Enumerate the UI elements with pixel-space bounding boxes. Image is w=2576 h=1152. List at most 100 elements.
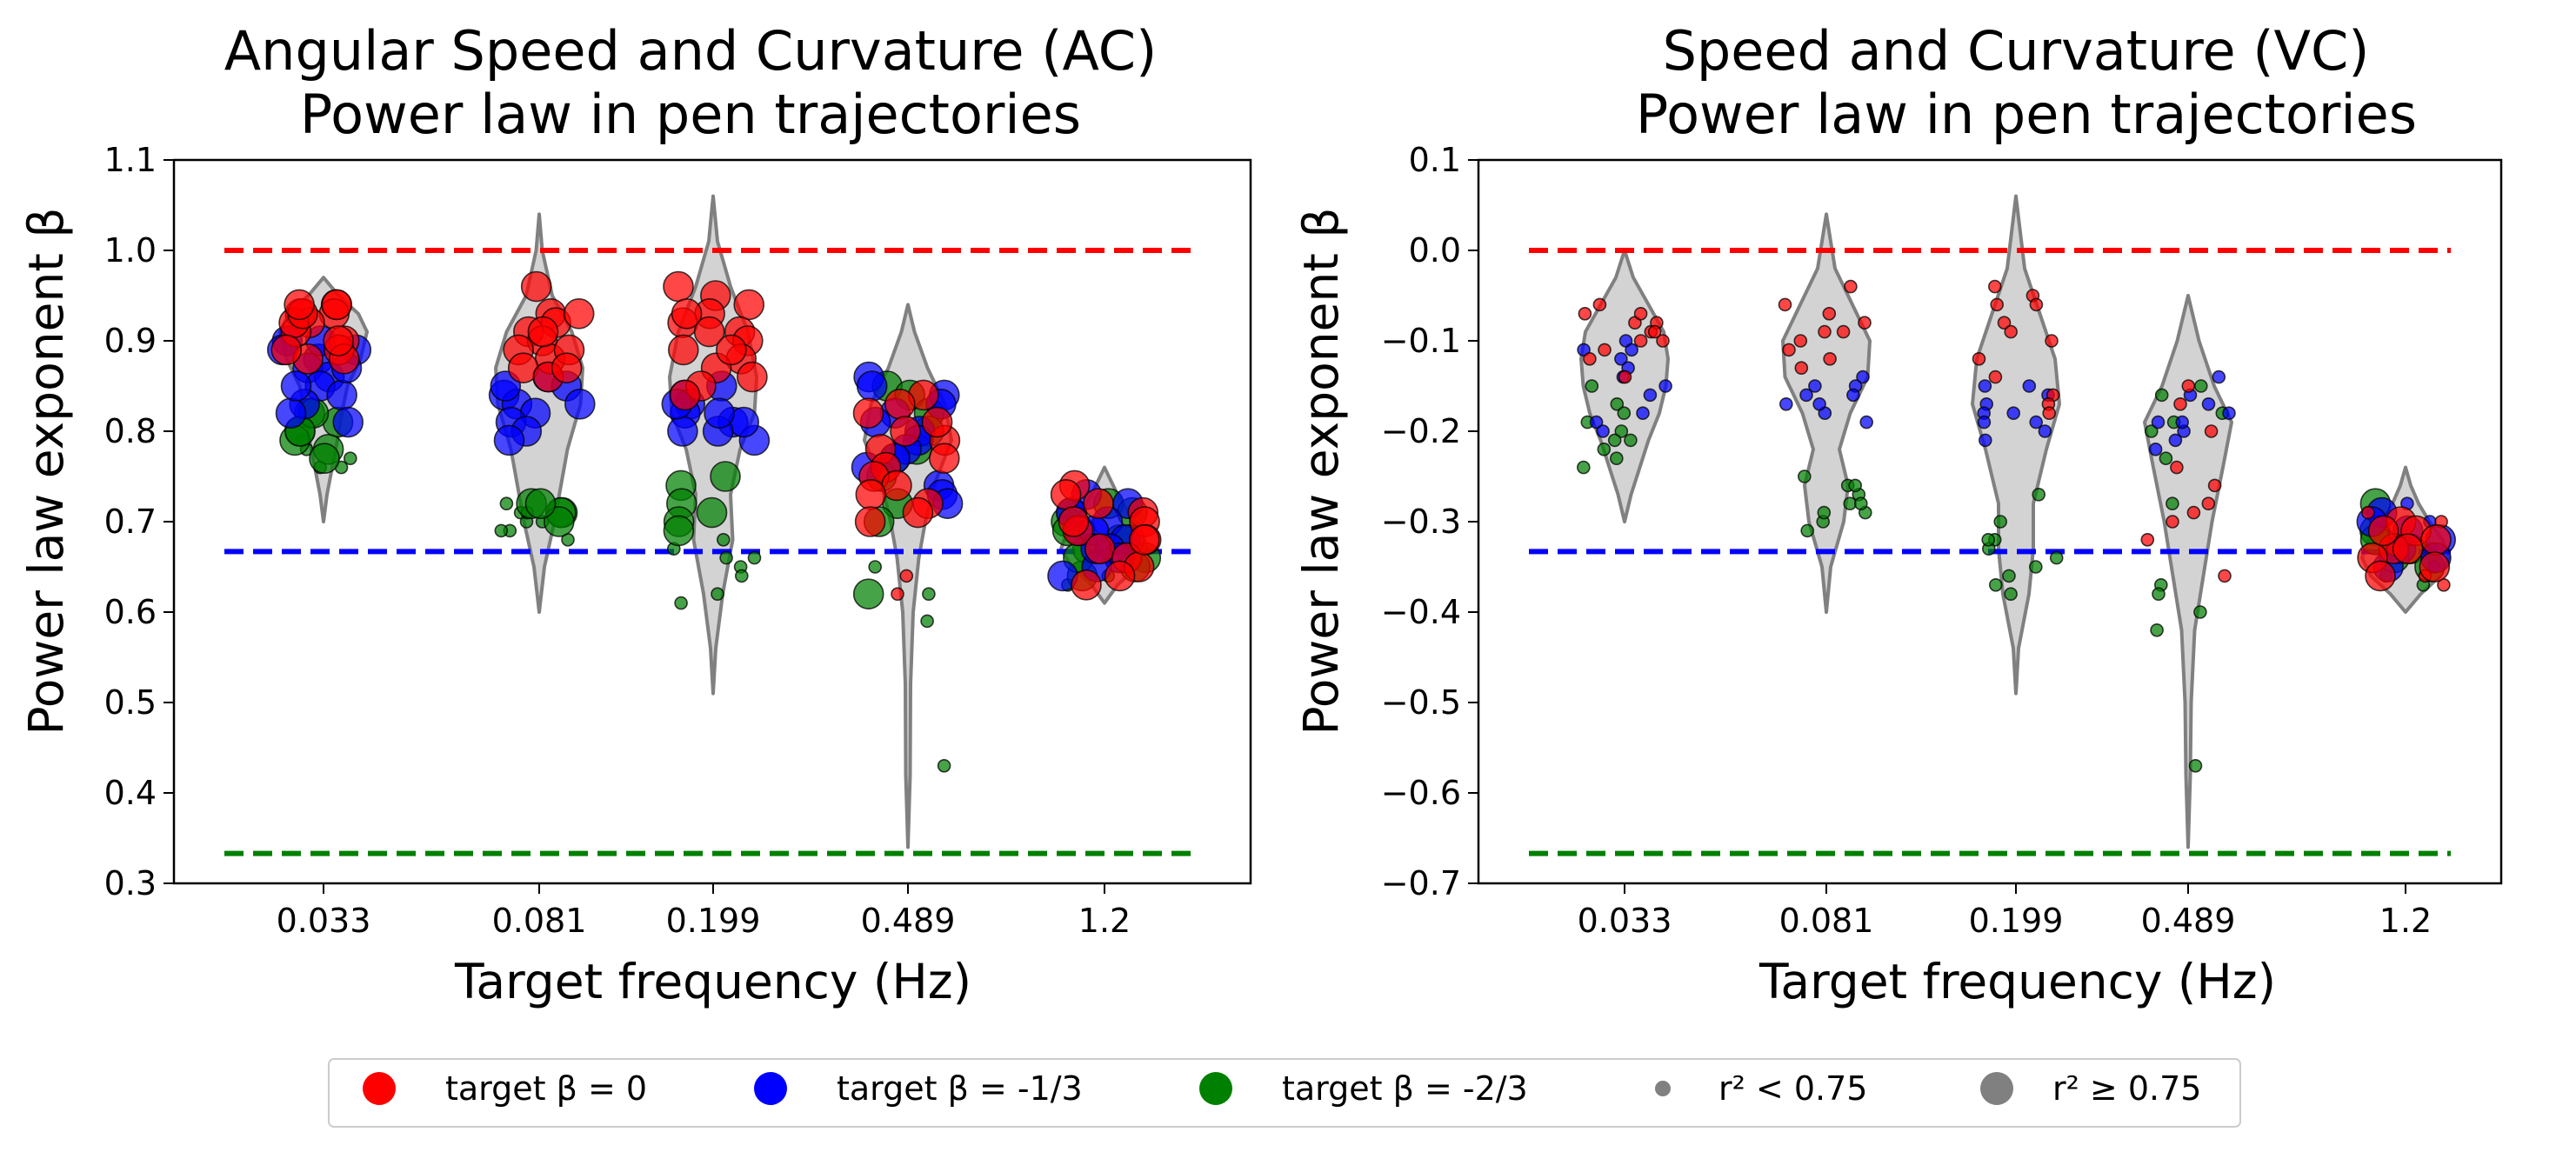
ac-point-red-large xyxy=(667,334,699,366)
vc-x-tick-label: 1.2 xyxy=(2379,902,2432,940)
vc-plot-area: −0.7 −0.6 −0.5 −0.4 −0.3 −0.2 −0.1 0.0 0.1 0.033 0… xyxy=(1381,141,2503,940)
vc-point-blue-small xyxy=(1636,406,1650,421)
ac-point-red-large xyxy=(563,297,595,330)
vc-point-red-small xyxy=(2045,334,2059,348)
vc-point-red-small xyxy=(2204,424,2219,438)
vc-violin-0.199 xyxy=(1971,194,2061,696)
ac-x-tick-label: 0.081 xyxy=(492,902,587,940)
ac-point-red-large xyxy=(854,506,886,537)
vc-point-green-small xyxy=(1854,496,1868,511)
ac-y-tick-label: 0.8 xyxy=(104,412,157,450)
vc-point-green-small xyxy=(1597,442,1612,456)
vc-point-red-small xyxy=(1592,297,1607,312)
ac-point-red-large xyxy=(663,270,694,303)
vc-point-red-small xyxy=(2166,515,2179,529)
ac-point-green-large xyxy=(524,488,557,520)
vc-point-green-small xyxy=(2049,550,2064,565)
vc-point-red-large xyxy=(2420,523,2452,556)
vc-point-red-small xyxy=(2042,406,2056,421)
vc-point-blue-small xyxy=(2022,379,2037,393)
vc-point-red-large xyxy=(2365,560,2396,592)
vc-point-blue-small xyxy=(1614,351,1628,366)
vc-point-blue-small xyxy=(1799,388,1813,403)
ac-point-green-small xyxy=(711,587,724,602)
vc-point-red-small xyxy=(2207,478,2222,493)
vc-point-green-small xyxy=(1617,406,1632,421)
ac-y-tick-label: 1.1 xyxy=(104,141,157,179)
ac-axes-frame xyxy=(172,158,1252,885)
ac-x-axis-label: Target frequency (Hz) xyxy=(454,954,971,1009)
ac-point-red-large xyxy=(527,316,559,348)
legend-marker-3 xyxy=(1655,1081,1671,1096)
vc-point-red-small xyxy=(1598,343,1612,357)
ac-x-tick-label: 0.033 xyxy=(277,902,371,940)
vc-point-red-large xyxy=(2392,533,2424,565)
ac-point-red-small xyxy=(891,587,904,602)
vc-point-blue-small xyxy=(2038,424,2052,438)
ac-x-tick-label: 0.489 xyxy=(861,902,956,940)
ac-point-red-large xyxy=(1083,488,1114,520)
ac-point-blue-large xyxy=(326,379,357,411)
vc-point-green-small xyxy=(2145,424,2159,438)
vc-point-red-small xyxy=(1782,343,1796,357)
ac-point-blue-large xyxy=(564,388,596,420)
ac-point-red-large xyxy=(551,352,583,384)
vc-y-tick-label: −0.5 xyxy=(1381,683,1461,722)
ac-point-red-large xyxy=(1050,478,1082,510)
vc-point-blue-small xyxy=(2029,415,2043,430)
vc-point-green-small xyxy=(2159,451,2173,466)
ac-y-tick-label: 0.6 xyxy=(104,593,157,631)
vc-point-blue-small xyxy=(2151,415,2166,430)
vc-point-red-small xyxy=(2173,396,2187,411)
ac-point-red-large xyxy=(693,316,725,348)
vc-point-blue-small xyxy=(1808,379,1822,393)
vc-point-red-small xyxy=(2361,505,2375,520)
ac-point-red-large xyxy=(1058,506,1090,537)
vc-point-red-small xyxy=(1972,351,1986,366)
vc-point-blue-small xyxy=(1589,415,1604,430)
ac-y-axis-label: Power law exponent β xyxy=(18,208,74,736)
vc-point-red-small xyxy=(1997,316,2012,330)
vc-point-red-small xyxy=(1858,316,1872,330)
vc-point-red-small xyxy=(2186,505,2201,520)
vc-x-axis-label: Target frequency (Hz) xyxy=(1758,954,2276,1009)
legend-label-0: target β = 0 xyxy=(445,1069,647,1108)
vc-point-green-small xyxy=(1577,460,1591,475)
ac-y-tick-label: 0.9 xyxy=(104,322,157,360)
vc-point-green-small xyxy=(2032,487,2045,502)
ac-point-red-large xyxy=(1104,560,1136,592)
ac-point-blue-large xyxy=(856,370,888,402)
ac-point-blue-large xyxy=(704,397,735,430)
ac-x-tick-label: 0.199 xyxy=(666,902,761,940)
vc-point-green-small xyxy=(1610,396,1625,411)
vc-point-green-small xyxy=(2193,605,2207,619)
legend-marker-1 xyxy=(754,1072,787,1105)
vc-point-red-small xyxy=(2218,569,2232,583)
vc-point-blue-small xyxy=(1856,370,1870,384)
legend-label-3: r² < 0.75 xyxy=(1718,1069,1867,1108)
ac-point-red-large xyxy=(852,397,884,430)
vc-point-red-small xyxy=(2140,532,2155,547)
vc-point-green-small xyxy=(2004,587,2018,602)
vc-point-blue-small xyxy=(2006,406,2020,421)
vc-point-blue-small xyxy=(2222,406,2236,421)
vc-point-red-small xyxy=(2181,379,2196,393)
ac-point-red-large xyxy=(715,334,747,366)
ac-point-red-large xyxy=(890,416,921,447)
legend-label-4: r² ≥ 0.75 xyxy=(2052,1069,2201,1108)
ac-point-green-small xyxy=(343,451,357,466)
vc-point-blue-small xyxy=(2168,433,2183,448)
vc-point-green-small xyxy=(1614,424,1629,438)
vc-point-green-small xyxy=(1607,433,1622,448)
vc-point-blue-small xyxy=(1978,379,1992,393)
vc-point-red-small xyxy=(1633,334,1648,348)
ac-point-red-large xyxy=(520,270,552,303)
legend-marker-0 xyxy=(363,1072,396,1105)
ac-point-green-small xyxy=(922,587,936,602)
vc-y-tick-label: −0.3 xyxy=(1381,503,1461,541)
vc-axes-frame xyxy=(1477,158,2503,885)
vc-point-blue-small xyxy=(1859,415,1873,430)
vc-point-blue-small xyxy=(1979,433,1992,448)
vc-point-blue-small xyxy=(1625,343,1638,357)
